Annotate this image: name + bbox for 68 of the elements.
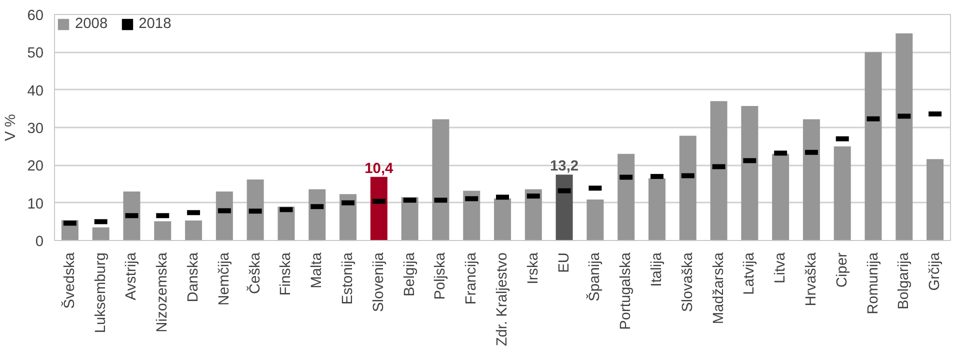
x-tick-label: Bolgarija	[896, 252, 912, 310]
legend-label: 2018	[138, 16, 172, 32]
bar	[618, 154, 635, 240]
data-label: 10,4	[364, 160, 394, 177]
bar	[926, 159, 944, 240]
y-axis-title: V %	[3, 114, 20, 141]
bar	[154, 221, 172, 240]
x-tick-label: Finska	[278, 252, 294, 296]
bar	[246, 179, 264, 240]
bar	[772, 154, 790, 240]
y-tick-label: 0	[35, 234, 44, 250]
y-tick-label: 60	[27, 8, 44, 24]
x-tick-label: Portugalska	[618, 252, 634, 330]
bar	[524, 189, 542, 240]
bar	[864, 52, 882, 240]
bar	[741, 106, 758, 240]
bar	[216, 192, 233, 240]
bar	[710, 101, 728, 240]
x-tick-label: Estonija	[340, 252, 356, 305]
x-tick-label: Luksemburg	[92, 252, 109, 334]
x-tick-label: Latvija	[742, 252, 758, 295]
data-label: 13,2	[550, 158, 579, 175]
x-tick-label: Nizozemska	[154, 252, 171, 332]
x-tick-label: Malta	[309, 252, 326, 288]
x-tick-label: Hrvaška	[803, 252, 820, 306]
bar	[401, 197, 418, 240]
y-tick-label: 30	[27, 121, 44, 137]
x-tick-label: Češka	[246, 252, 264, 294]
x-tick-label: Zdr. Kraljestvo	[494, 252, 510, 346]
x-tick-label: Danska	[186, 252, 202, 302]
bar	[463, 190, 480, 240]
x-tick-label: Poljska	[432, 252, 449, 300]
x-tick-label: Slovenija	[370, 252, 387, 312]
x-tick-label: Romunija	[865, 252, 882, 314]
x-tick-label: Litva	[772, 252, 789, 284]
bar	[648, 178, 666, 240]
x-tick-label: Slovaška	[680, 252, 696, 312]
x-tick-label: EU	[556, 252, 572, 273]
bar	[494, 198, 511, 240]
bar	[340, 194, 357, 240]
x-tick-label: Avstrija	[124, 252, 140, 300]
bar	[586, 199, 604, 240]
bar	[123, 192, 140, 240]
x-tick-label: Španija	[586, 252, 604, 302]
x-tick-label: Nemčija	[216, 252, 232, 306]
bar	[802, 119, 820, 240]
y-tick-label: 20	[27, 158, 44, 175]
x-tick-label: Francija	[464, 252, 480, 305]
legend-label: 2008	[75, 16, 108, 32]
bar	[185, 220, 202, 240]
y-tick-label: 50	[27, 46, 44, 62]
x-tick-label: Irska	[525, 252, 542, 284]
bar	[834, 146, 851, 240]
bar	[896, 33, 913, 240]
x-tick-label: Madžarska	[710, 252, 727, 324]
y-tick-label: 40	[27, 83, 44, 100]
bar	[92, 227, 110, 240]
bar	[679, 136, 696, 240]
x-tick-label: Italija	[648, 252, 665, 287]
x-tick-label: Ciper	[834, 252, 850, 288]
bar	[370, 176, 388, 240]
x-tick-label: Švedska	[60, 252, 78, 309]
y-tick-label: 10	[27, 196, 44, 212]
bar	[556, 174, 573, 240]
x-tick-label: Belgija	[402, 252, 418, 296]
bar	[308, 189, 326, 240]
x-tick-label: Grčija	[927, 252, 944, 291]
bar	[432, 119, 450, 240]
